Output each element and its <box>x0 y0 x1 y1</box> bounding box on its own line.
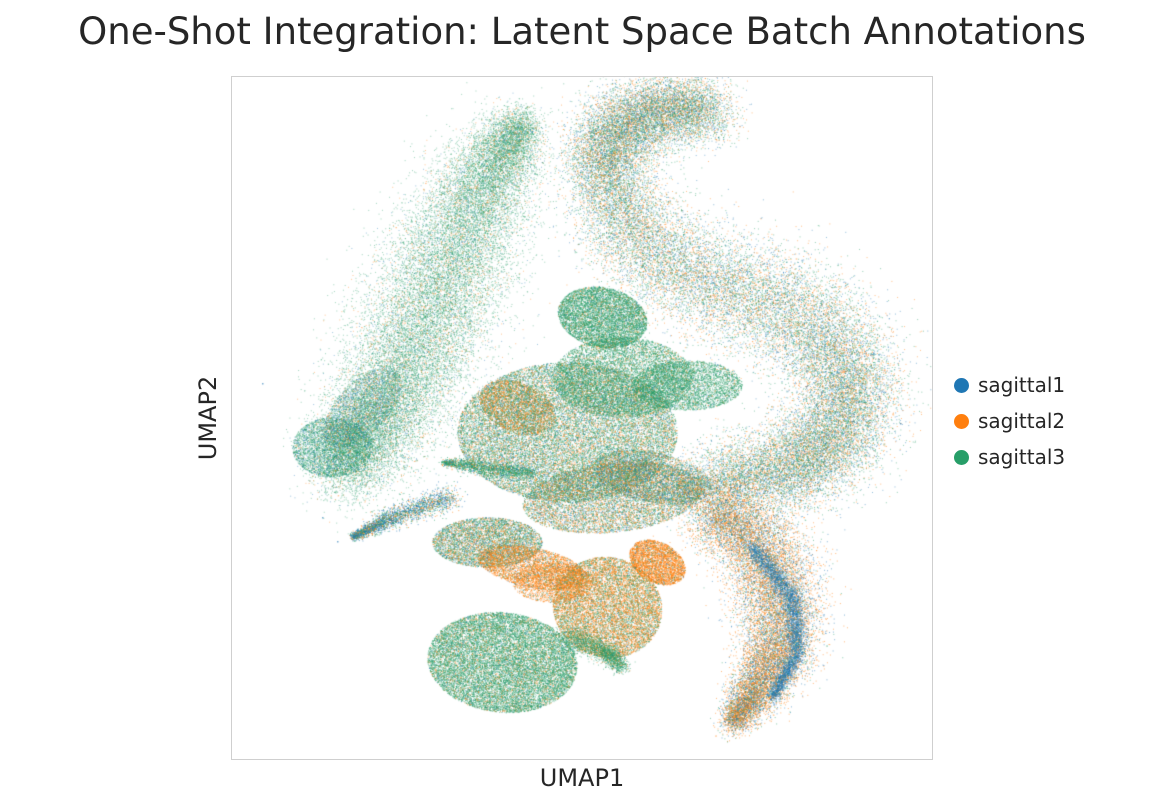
scatter-points <box>232 77 932 759</box>
legend-label-sagittal3: sagittal3 <box>978 445 1066 469</box>
legend-item-sagittal2: sagittal2 <box>954 403 1065 439</box>
legend-item-sagittal1: sagittal1 <box>954 367 1065 403</box>
x-axis-label: UMAP1 <box>539 764 625 792</box>
y-axis-label: UMAP2 <box>194 375 222 461</box>
legend-label-sagittal1: sagittal1 <box>978 373 1066 397</box>
legend-label-sagittal2: sagittal2 <box>978 409 1066 433</box>
legend: sagittal1 sagittal2 sagittal3 <box>954 367 1065 475</box>
legend-marker-sagittal3 <box>954 449 969 465</box>
legend-marker-sagittal1 <box>954 377 969 393</box>
legend-item-sagittal3: sagittal3 <box>954 439 1065 475</box>
chart-title: One-Shot Integration: Latent Space Batch… <box>78 10 1086 53</box>
legend-marker-sagittal2 <box>954 413 969 429</box>
